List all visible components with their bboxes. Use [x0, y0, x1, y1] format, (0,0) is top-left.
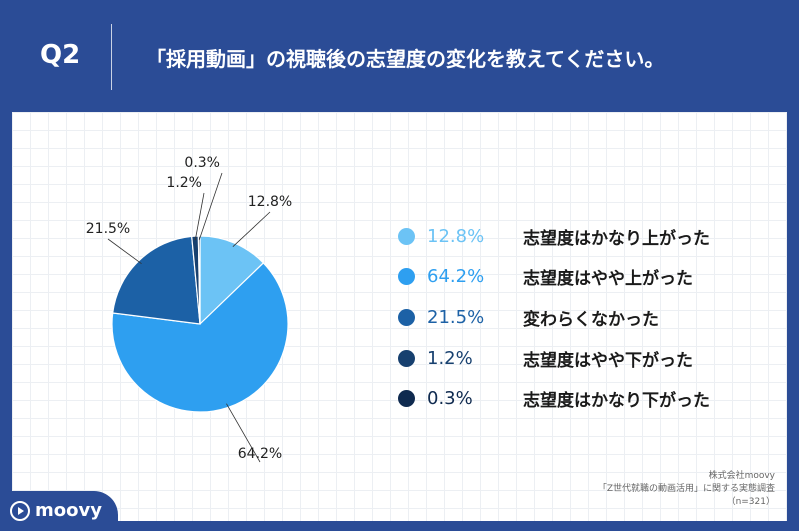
- pie-slice: [197, 235, 201, 325]
- pie-slice: [111, 262, 289, 413]
- pie-slice: [112, 235, 201, 325]
- slice-percent-label: 0.3%: [184, 155, 220, 171]
- legend-swatch: [398, 389, 415, 407]
- legend-percent: 21.5%: [427, 306, 485, 328]
- legend-item: 64.2% 志望度はやや上がった: [398, 264, 758, 289]
- legend-swatch: [398, 227, 415, 245]
- legend-swatch: [398, 267, 415, 285]
- leader-line: [194, 192, 205, 241]
- legend-label: 志望度はやや上がった: [523, 268, 693, 289]
- legend-item: 12.8% 志望度はかなり上がった: [398, 224, 758, 249]
- legend-item: 1.2% 志望度はやや下がった: [398, 346, 758, 371]
- survey-credit: 株式会社moovy 「Z世代就職の動画活用」に関する実態調査 （n=321）: [598, 470, 775, 509]
- leader-line: [226, 403, 261, 463]
- legend-percent: 12.8%: [427, 225, 485, 247]
- leader-line: [232, 211, 271, 247]
- credit-sample-size: （n=321）: [726, 497, 775, 507]
- legend-label: 志望度はかなり下がった: [523, 390, 710, 411]
- question-title: 「採用動画」の視聴後の志望度の変化を教えてください。: [146, 47, 665, 71]
- legend-percent: 1.2%: [427, 347, 473, 369]
- legend-percent: 64.2%: [427, 265, 485, 287]
- chart-panel: 12.8% 64.2% 21.5% 1.2% 0.3% 12.8% 志望度はかなり上がっ…: [12, 112, 787, 521]
- question-number: Q2: [40, 40, 81, 70]
- pie-slice: [199, 235, 265, 326]
- slice-percent-label: 21.5%: [86, 221, 130, 237]
- leader-line: [198, 172, 223, 241]
- pie-chart: 12.8% 64.2% 21.5% 1.2% 0.3%: [86, 155, 292, 463]
- logo-text: moovy: [35, 500, 102, 521]
- legend-label: 志望度はかなり上がった: [523, 228, 710, 249]
- slice-percent-label: 64.2%: [238, 446, 282, 462]
- leader-line: [107, 238, 142, 264]
- play-icon: [10, 500, 30, 521]
- credit-survey: 「Z世代就職の動画活用」に関する実態調査: [597, 484, 775, 494]
- legend-percent: 0.3%: [427, 387, 473, 409]
- header-bar: Q2 「採用動画」の視聴後の志望度の変化を教えてください。: [0, 0, 799, 112]
- header-divider: [111, 24, 112, 90]
- legend-label: 志望度はやや下がった: [523, 350, 693, 371]
- legend-item: 21.5% 変わらくなかった: [398, 305, 758, 330]
- legend-label: 変わらくなかった: [523, 309, 659, 330]
- legend-swatch: [398, 308, 415, 326]
- legend-swatch: [398, 349, 415, 367]
- legend-item: 0.3% 志望度はかなり下がった: [398, 386, 758, 411]
- credit-company: 株式会社moovy: [708, 471, 775, 481]
- slice-percent-label: 1.2%: [166, 175, 202, 191]
- slice-percent-label: 12.8%: [248, 194, 292, 210]
- moovy-logo: moovy: [10, 500, 102, 521]
